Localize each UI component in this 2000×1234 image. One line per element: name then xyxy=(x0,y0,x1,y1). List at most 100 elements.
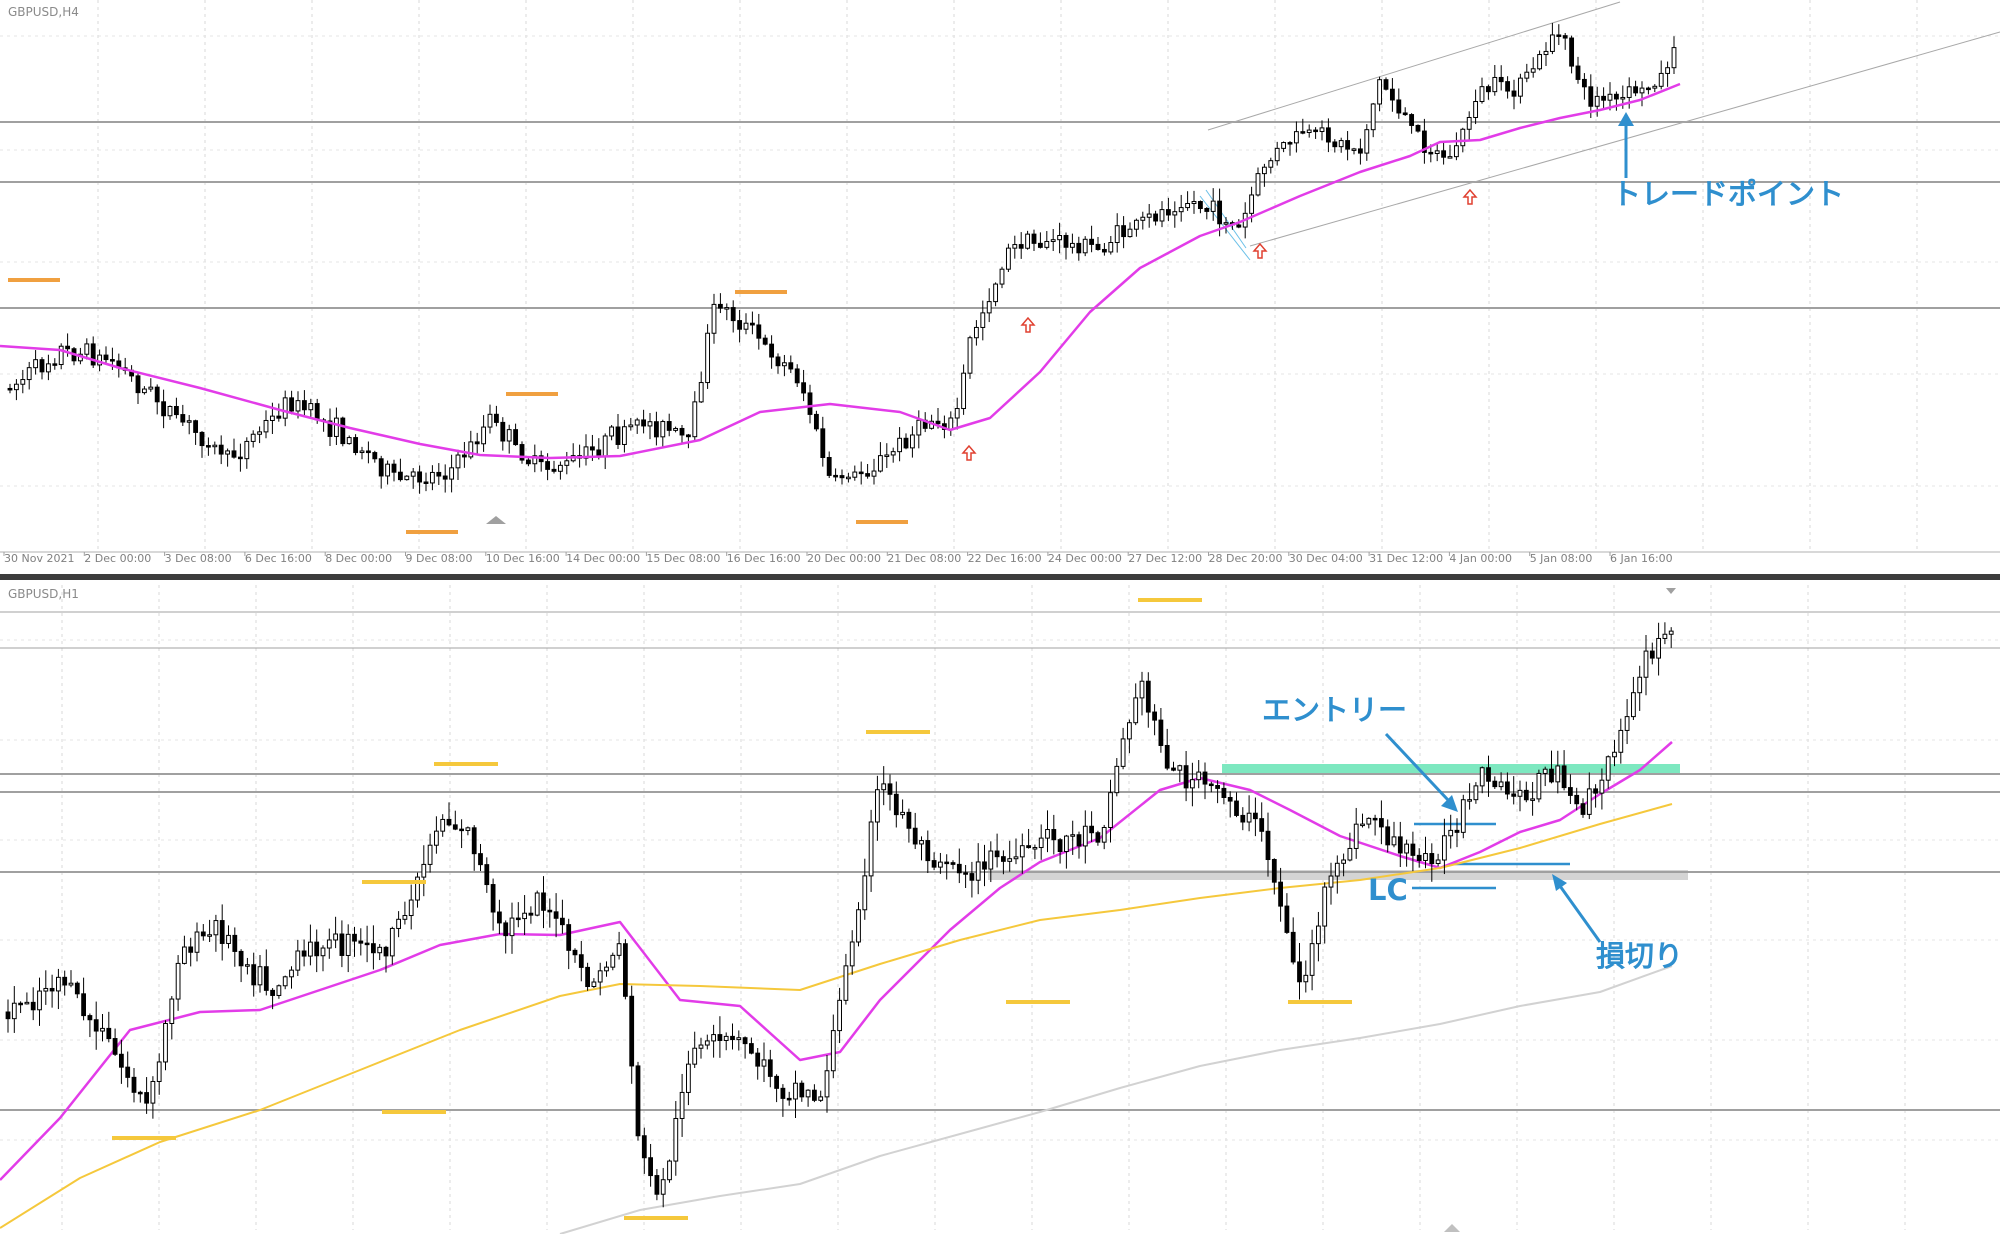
h4-candle xyxy=(365,450,371,454)
h1-candle xyxy=(320,947,326,957)
h1-candle xyxy=(1580,803,1586,815)
h1-candle xyxy=(1435,859,1441,865)
h4-candle xyxy=(1492,76,1498,93)
swing-marker xyxy=(1006,1000,1070,1004)
h1-candle xyxy=(547,909,553,913)
h1-candle xyxy=(1026,845,1031,849)
h1-candle xyxy=(1120,738,1126,767)
h1-ma-long xyxy=(559,965,1673,1234)
h4-candle xyxy=(353,437,359,454)
h4-candle xyxy=(1377,79,1383,105)
h1-candle xyxy=(1599,779,1605,794)
h4-candle xyxy=(884,454,890,457)
h1-panel[interactable]: GBPUSD,H1 エントリー LC 損切り xyxy=(0,580,2000,1234)
h1-candle xyxy=(333,933,338,941)
swing-marker xyxy=(856,520,908,524)
h4-candle xyxy=(698,382,704,403)
h4-candle xyxy=(308,403,314,411)
h1-candle xyxy=(824,1070,830,1098)
h4-candle xyxy=(1319,127,1325,133)
h1-candle xyxy=(87,1015,93,1021)
h1-candle xyxy=(207,934,212,937)
h1-candle xyxy=(182,946,187,964)
h1-candle xyxy=(1208,783,1214,787)
h4-candle xyxy=(417,471,423,483)
h1-candle xyxy=(49,987,55,992)
h4-candle xyxy=(1473,101,1479,118)
panel-separator[interactable] xyxy=(0,574,2000,580)
h4-candle xyxy=(436,471,442,477)
h1-candle xyxy=(944,861,950,865)
h1-candle xyxy=(308,941,313,957)
h4-candle xyxy=(340,417,346,445)
h1-candle xyxy=(515,917,521,921)
h4-candle xyxy=(449,467,455,480)
h4-candle xyxy=(589,446,595,451)
h4-candle xyxy=(1543,50,1549,56)
h1-candle xyxy=(1404,843,1409,854)
h4-markers xyxy=(8,188,1478,584)
h4-candle xyxy=(7,387,13,391)
h1-candle xyxy=(1612,751,1617,758)
h4-candle xyxy=(839,475,845,479)
h4-candle xyxy=(1031,233,1037,244)
h1-candle xyxy=(251,964,257,986)
h4-candle xyxy=(717,303,723,309)
h4-candle xyxy=(295,400,301,412)
h1-candle xyxy=(1051,829,1057,841)
h4-candle xyxy=(948,417,954,430)
h1-candle xyxy=(560,917,565,926)
h4-candle xyxy=(1441,150,1447,158)
h4-candle xyxy=(666,421,672,431)
h1-candle xyxy=(774,1075,779,1089)
h4-candle xyxy=(397,471,403,481)
h1-candle xyxy=(1196,771,1202,781)
h1-candle xyxy=(856,909,861,943)
h4-candle xyxy=(1396,99,1402,114)
h1-candle xyxy=(1662,633,1668,639)
h1-candle xyxy=(1145,680,1151,713)
h4-candle xyxy=(1178,207,1184,213)
h1-candle xyxy=(887,783,893,795)
h4-candle xyxy=(1409,114,1415,126)
h4-candle xyxy=(1620,96,1626,100)
h4-x-tick-label: 15 Dec 08:00 xyxy=(646,552,720,565)
h4-candle xyxy=(1402,112,1408,116)
h4-panel[interactable]: 30 Nov 2021 2 Dec 00:00 3 Dec 08:00 6 Dec 1… xyxy=(0,0,2000,584)
h1-candle xyxy=(434,830,439,846)
h1-candle xyxy=(106,1027,112,1040)
h4-candle xyxy=(1127,228,1133,238)
h1-candle xyxy=(1215,785,1220,789)
h1-candle xyxy=(1108,792,1113,828)
h1-candle xyxy=(301,950,307,957)
h4-candle xyxy=(1466,116,1472,130)
h4-x-tick-label: 5 Jan 08:00 xyxy=(1530,552,1593,565)
h1-candle xyxy=(1423,853,1428,861)
h4-x-tick-label: 16 Dec 16:00 xyxy=(727,552,801,565)
h1-candle xyxy=(1265,830,1271,861)
h4-candle xyxy=(788,362,794,370)
h1-candle xyxy=(213,920,219,936)
h4-candle xyxy=(1146,213,1152,218)
h1-candle xyxy=(635,1065,641,1137)
h1-candle xyxy=(1070,834,1076,837)
h1-levels xyxy=(0,611,2000,1111)
h4-candle xyxy=(877,455,883,472)
h4-candle xyxy=(199,431,205,447)
h4-candle xyxy=(1108,242,1114,253)
h1-candle xyxy=(314,941,320,957)
h1-candle xyxy=(1019,845,1025,858)
h1-candle xyxy=(1353,823,1359,849)
h1-candle xyxy=(1271,859,1277,883)
swing-marker xyxy=(8,278,60,282)
h4-candle xyxy=(1652,85,1658,89)
h1-candle xyxy=(459,828,464,832)
h4-candle xyxy=(596,449,602,457)
h4-candle xyxy=(1517,77,1523,97)
h4-candle xyxy=(711,303,717,334)
h1-candle xyxy=(1114,765,1120,794)
h1-candle xyxy=(1290,931,1296,963)
h4-candle xyxy=(1313,129,1319,133)
h4-x-tick-label: 6 Jan 16:00 xyxy=(1610,552,1673,565)
